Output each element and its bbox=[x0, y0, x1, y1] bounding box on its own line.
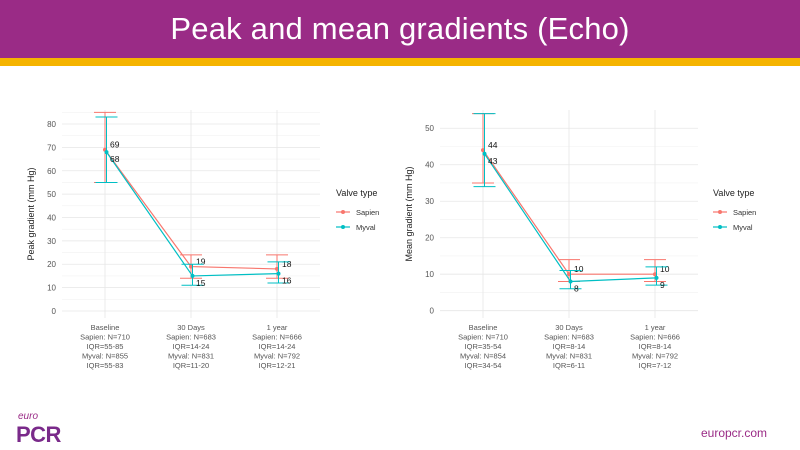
y-tick-label: 10 bbox=[425, 270, 434, 279]
y-tick-label: 20 bbox=[47, 260, 56, 269]
data-point-myval bbox=[568, 279, 573, 284]
data-label-myval: 8 bbox=[574, 284, 579, 294]
y-tick-label: 40 bbox=[425, 161, 434, 170]
x-category-label: Baseline bbox=[469, 323, 498, 332]
legend-title: Valve type bbox=[713, 188, 754, 198]
legend-entry-myval: Myval bbox=[733, 223, 753, 232]
x-category-label: Sapien: N=683 bbox=[166, 333, 216, 342]
header-accent-stripe bbox=[0, 58, 800, 66]
y-tick-label: 10 bbox=[47, 284, 56, 293]
data-label-myval: 9 bbox=[660, 280, 665, 290]
x-category-label: IQR=55-85 bbox=[87, 342, 124, 351]
y-tick-label: 60 bbox=[47, 167, 56, 176]
y-tick-label: 80 bbox=[47, 120, 56, 129]
logo-euro-text: euro bbox=[18, 411, 39, 422]
x-category-label: IQR=34-54 bbox=[465, 361, 502, 370]
y-tick-label: 0 bbox=[52, 307, 57, 316]
x-category-label: IQR=7-12 bbox=[639, 361, 672, 370]
data-label-sapien: 18 bbox=[282, 259, 292, 269]
data-label-sapien: 10 bbox=[660, 264, 670, 274]
legend-swatch-point-myval bbox=[718, 225, 722, 229]
legend-swatch-point-myval bbox=[341, 225, 345, 229]
x-category-label: IQR=8-14 bbox=[553, 342, 586, 351]
x-category-label: 1 year bbox=[267, 323, 288, 332]
x-category-label: IQR=6-11 bbox=[553, 361, 585, 370]
y-tick-label: 30 bbox=[425, 197, 434, 206]
legend-swatch-point-sapien bbox=[718, 210, 722, 214]
legend-title: Valve type bbox=[336, 188, 377, 198]
data-label-sapien: 10 bbox=[574, 264, 584, 274]
y-tick-label: 50 bbox=[425, 124, 434, 133]
x-category-label: Myval: N=854 bbox=[460, 352, 506, 361]
legend-entry-sapien: Sapien bbox=[356, 208, 379, 217]
chart-panel-2: 0 10 20 30 40 50 Mean gradient (mm Hg) Baseline… bbox=[404, 110, 756, 370]
y-tick-label: 30 bbox=[47, 237, 56, 246]
x-category-label: IQR=35-54 bbox=[465, 342, 502, 351]
x-category-label: Sapien: N=666 bbox=[252, 333, 302, 342]
x-category-label: Sapien: N=710 bbox=[80, 333, 130, 342]
x-category-label: Sapien: N=710 bbox=[458, 333, 508, 342]
y-tick-label: 50 bbox=[47, 190, 56, 199]
x-category-label: Myval: N=855 bbox=[82, 352, 128, 361]
data-label-sapien: 69 bbox=[110, 140, 120, 150]
legend-entry-myval: Myval bbox=[356, 223, 376, 232]
x-category-label: Myval: N=831 bbox=[546, 352, 592, 361]
data-point-myval bbox=[654, 275, 659, 280]
y-axis-label: Peak gradient (mm Hg) bbox=[26, 167, 36, 260]
x-category-label: 1 year bbox=[645, 323, 666, 332]
data-label-myval: 16 bbox=[282, 276, 292, 286]
footer-url: europcr.com bbox=[700, 426, 767, 440]
x-category-label: 30 Days bbox=[555, 323, 583, 332]
data-label-sapien: 44 bbox=[488, 140, 498, 150]
logo-pcr-text: PCR bbox=[16, 422, 61, 447]
x-category-label: Myval: N=831 bbox=[168, 352, 214, 361]
data-label-myval: 43 bbox=[488, 156, 498, 166]
series-line-myval bbox=[484, 153, 657, 283]
x-category-label: IQR=8-14 bbox=[639, 342, 672, 351]
page-title: Peak and mean gradients (Echo) bbox=[170, 11, 630, 46]
data-label-myval: 15 bbox=[196, 278, 206, 288]
chart-panel-1: 0 10 20 30 40 50 60 70 80 Peak gradient (mm Hg) Ba… bbox=[26, 110, 379, 370]
data-point-myval bbox=[482, 151, 487, 156]
x-category-label: 30 Days bbox=[177, 323, 205, 332]
data-point-myval bbox=[104, 150, 109, 155]
y-tick-label: 0 bbox=[430, 307, 435, 316]
x-category-label: Sapien: N=666 bbox=[630, 333, 680, 342]
data-label-myval: 68 bbox=[110, 154, 120, 164]
x-category-label: Baseline bbox=[91, 323, 120, 332]
x-category-label: Myval: N=792 bbox=[632, 352, 678, 361]
x-category-label: Sapien: N=683 bbox=[544, 333, 594, 342]
x-category-label: IQR=14-24 bbox=[259, 342, 296, 351]
x-category-label: IQR=12-21 bbox=[259, 361, 296, 370]
y-axis-label: Mean gradient (mm Hg) bbox=[404, 166, 414, 261]
y-tick-label: 40 bbox=[47, 214, 56, 223]
y-tick-label: 20 bbox=[425, 234, 434, 243]
x-category-label: IQR=55-83 bbox=[87, 361, 124, 370]
y-tick-label: 70 bbox=[47, 143, 56, 152]
data-point-myval bbox=[276, 271, 281, 276]
x-category-label: IQR=11-20 bbox=[173, 361, 209, 370]
legend-swatch-point-sapien bbox=[341, 210, 345, 214]
x-category-label: IQR=14-24 bbox=[173, 342, 210, 351]
legend-entry-sapien: Sapien bbox=[733, 208, 756, 217]
data-point-myval bbox=[190, 273, 195, 278]
data-label-sapien: 19 bbox=[196, 257, 206, 267]
header-bar bbox=[0, 0, 800, 58]
x-category-label: Myval: N=792 bbox=[254, 352, 300, 361]
